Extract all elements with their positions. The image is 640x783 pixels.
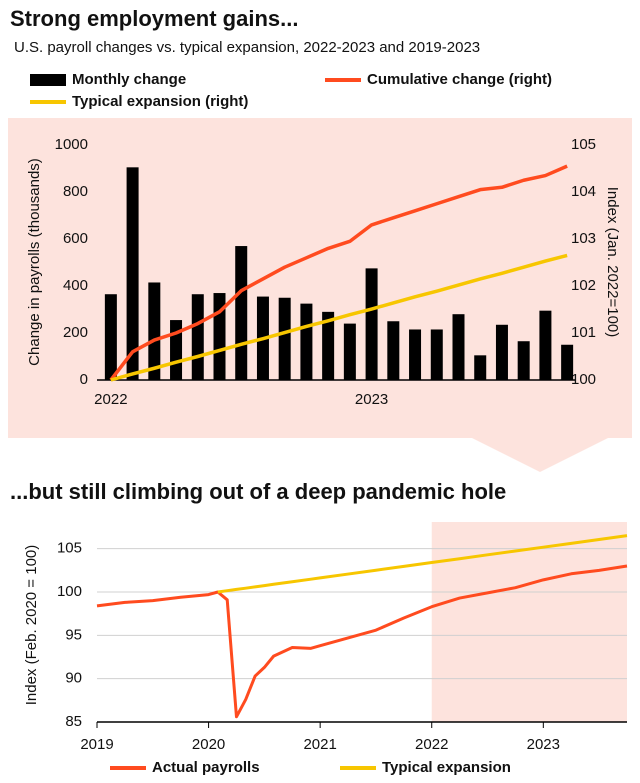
bar xyxy=(126,167,139,380)
bar xyxy=(539,310,552,380)
x-tick-label: 2022 xyxy=(94,391,127,408)
panel-background xyxy=(8,118,632,438)
bar xyxy=(191,294,204,380)
y-tick-label: 85 xyxy=(65,713,82,730)
bar xyxy=(430,329,443,380)
line-series xyxy=(217,534,628,594)
chart-subtitle: U.S. payroll changes vs. typical expansi… xyxy=(14,39,480,56)
chart-title: ...but still climbing out of a deep pand… xyxy=(10,479,506,504)
chart-title: Strong employment gains... xyxy=(10,6,298,31)
bar xyxy=(322,311,335,380)
bar xyxy=(104,294,117,380)
x-tick-label: 2020 xyxy=(192,736,225,753)
y-axis-label: Change in payrolls (thousands) xyxy=(26,158,43,366)
y-tick-label: 800 xyxy=(63,183,88,200)
y2-tick-label: 102 xyxy=(571,277,596,294)
y2-tick-label: 105 xyxy=(571,136,596,153)
legend-swatch xyxy=(30,74,66,86)
line-series xyxy=(109,164,568,382)
y2-axis-label: Index (Jan. 2022=100) xyxy=(604,187,621,338)
y2-tick-label: 104 xyxy=(571,183,596,200)
y-tick-label: 0 xyxy=(80,371,88,388)
legend-label: Typical expansion (right) xyxy=(72,93,248,110)
bar xyxy=(452,314,465,380)
bar xyxy=(170,320,183,380)
line-series xyxy=(110,253,568,382)
bar xyxy=(343,323,356,380)
y-tick-label: 95 xyxy=(65,626,82,643)
y-tick-label: 105 xyxy=(57,540,82,557)
x-tick-label: 2019 xyxy=(80,736,113,753)
legend-label: Cumulative change (right) xyxy=(367,71,552,88)
y-tick-label: 90 xyxy=(65,670,82,687)
y-tick-label: 600 xyxy=(63,230,88,247)
y-tick-label: 200 xyxy=(63,324,88,341)
y-tick-label: 1000 xyxy=(55,136,88,153)
y-tick-label: 400 xyxy=(63,277,88,294)
legend-label: Typical expansion xyxy=(382,759,511,776)
bar xyxy=(278,297,291,380)
bar xyxy=(387,321,400,380)
y-axis-label: Index (Feb. 2020 = 100) xyxy=(23,545,40,706)
bar xyxy=(517,341,530,380)
bar xyxy=(365,268,378,380)
legend-label: Actual payrolls xyxy=(152,759,260,776)
bar xyxy=(235,246,248,380)
x-tick-label: 2022 xyxy=(415,736,448,753)
y2-tick-label: 103 xyxy=(571,230,596,247)
bar xyxy=(495,324,508,380)
x-tick-label: 2023 xyxy=(527,736,560,753)
x-tick-label: 2021 xyxy=(303,736,336,753)
shaded-region xyxy=(431,522,627,722)
y-tick-label: 100 xyxy=(57,583,82,600)
line-series xyxy=(96,564,628,719)
legend-label: Monthly change xyxy=(72,71,186,88)
y2-tick-label: 101 xyxy=(571,324,596,341)
bar xyxy=(474,355,487,380)
x-tick-label: 2023 xyxy=(355,391,388,408)
panel-arrow xyxy=(470,437,610,472)
bar xyxy=(300,303,313,380)
y2-tick-label: 100 xyxy=(571,371,596,388)
bar xyxy=(409,329,422,380)
bar xyxy=(561,344,574,380)
bar xyxy=(148,282,161,380)
